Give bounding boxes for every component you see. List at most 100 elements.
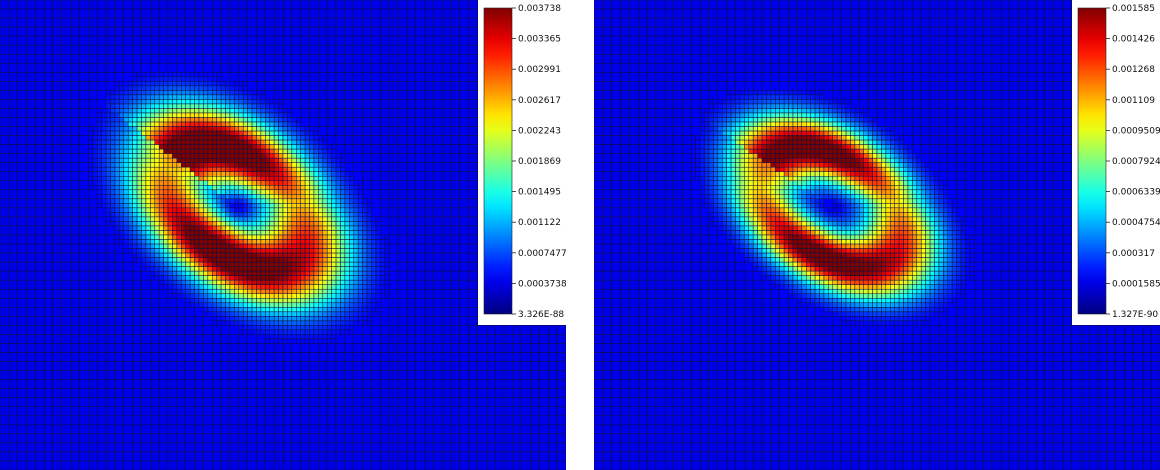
heatmap-cell [304, 234, 310, 240]
heatmap-cell [132, 248, 138, 254]
heatmap-cell [269, 189, 275, 195]
heatmap-cell [357, 284, 363, 290]
heatmap-cell [154, 166, 160, 172]
heatmap-cell [424, 361, 434, 371]
heatmap-cell [154, 130, 160, 136]
heatmap-cell [296, 266, 301, 272]
heatmap-cell [158, 379, 169, 389]
heatmap-cell [35, 288, 45, 299]
heatmap-cell [194, 216, 200, 222]
heatmap-cell [0, 388, 10, 398]
heatmap-cell [181, 85, 186, 91]
heatmap-cell [225, 234, 231, 240]
heatmap-cell [150, 307, 160, 317]
heatmap-cell [459, 99, 469, 109]
heatmap-cell [0, 234, 10, 245]
heatmap-cell [433, 35, 443, 46]
heatmap-cell [154, 243, 160, 249]
heatmap-cell [362, 17, 372, 28]
heatmap-cell [238, 176, 244, 182]
heatmap-cell [251, 261, 257, 267]
heatmap-cell [309, 252, 315, 258]
heatmap-cell [344, 275, 350, 281]
heatmap-cell [220, 35, 231, 46]
heatmap-cell [335, 203, 341, 209]
heatmap-cell [273, 166, 279, 172]
heatmap-cell [450, 17, 461, 28]
heatmap-cell [8, 126, 18, 136]
heatmap-cell [251, 225, 257, 231]
heatmap-cell [256, 121, 262, 127]
heatmap-cell [101, 203, 107, 209]
heatmap-cell [145, 130, 151, 136]
heatmap-cell [181, 90, 186, 96]
heatmap-cell [216, 194, 222, 200]
heatmap-cell [265, 157, 270, 163]
heatmap-cell [189, 139, 195, 145]
heatmap-cell [459, 225, 469, 236]
heatmap-cell [163, 230, 169, 236]
heatmap-cell [150, 234, 156, 240]
heatmap-cell [114, 216, 120, 222]
heatmap-cell [70, 370, 80, 380]
heatmap-cell [207, 279, 213, 285]
heatmap-cell [349, 185, 354, 191]
heatmap-cell [397, 325, 408, 335]
heatmap-cell [406, 8, 416, 19]
heatmap-cell [216, 311, 222, 317]
heatmap-cell [234, 180, 240, 186]
heatmap-cell [61, 370, 71, 380]
heatmap-cell [225, 90, 231, 96]
heatmap-cell [238, 180, 244, 186]
heatmap-cell [331, 329, 337, 335]
heatmap-cell [8, 225, 18, 236]
heatmap-cell [158, 176, 164, 182]
heatmap-cell [468, 8, 478, 19]
heatmap-cell [43, 243, 54, 254]
heatmap-cell [353, 284, 359, 290]
heatmap-cell [110, 216, 116, 222]
heatmap-cell [287, 288, 293, 295]
heatmap-cell [362, 266, 368, 272]
heatmap-cell [189, 108, 195, 114]
heatmap-cell [163, 176, 169, 182]
heatmap-cell [185, 117, 191, 123]
heatmap-cell [287, 248, 293, 254]
heatmap-cell [282, 157, 288, 163]
heatmap-cell [384, 239, 390, 245]
heatmap-cell [296, 270, 301, 276]
heatmap-cell [123, 261, 133, 272]
heatmap-cell [141, 334, 151, 344]
heatmap-cell [203, 171, 209, 177]
heatmap-cell [287, 148, 293, 154]
heatmap-cell [70, 99, 80, 109]
heatmap-cell [357, 243, 363, 249]
heatmap-cell [229, 293, 235, 299]
heatmap-cell [433, 99, 443, 109]
heatmap-cell [176, 248, 182, 254]
heatmap-cell [136, 94, 142, 100]
heatmap-cell [340, 162, 346, 168]
heatmap-cell [141, 279, 151, 290]
heatmap-cell [344, 189, 350, 195]
heatmap-cell [282, 298, 288, 304]
heatmap-cell [291, 203, 297, 209]
heatmap-cell [194, 121, 200, 127]
heatmap-cell [362, 334, 372, 344]
heatmap-cell [154, 99, 160, 105]
heatmap-cell [309, 275, 315, 281]
heatmap-cell [326, 329, 332, 335]
heatmap-cell [304, 311, 310, 317]
heatmap-cell [119, 90, 125, 96]
heatmap-cell [158, 189, 164, 195]
heatmap-cell [353, 90, 363, 100]
heatmap-cell [229, 212, 235, 218]
heatmap-cell [242, 275, 248, 281]
heatmap-cell [380, 352, 390, 362]
heatmap-cell [300, 176, 306, 182]
heatmap-cell [176, 194, 182, 200]
heatmap-cell [110, 121, 116, 127]
heatmap-cell [185, 203, 191, 209]
heatmap-cell [141, 307, 151, 317]
heatmap-cell [97, 112, 102, 118]
